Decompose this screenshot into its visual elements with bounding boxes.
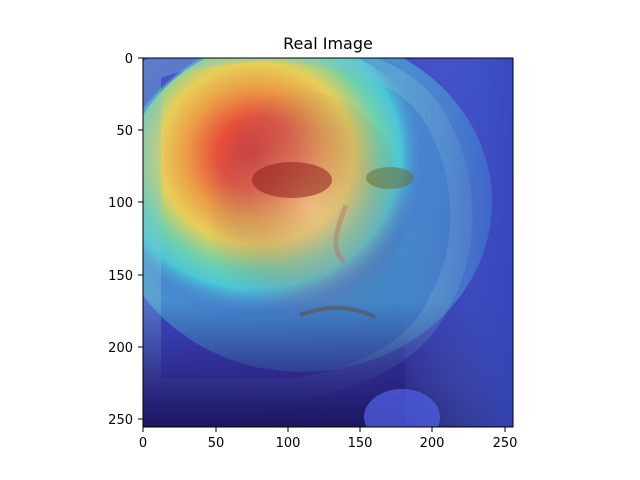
x-tick-label-150: 150	[348, 436, 373, 451]
y-tick-label-250: 250	[108, 413, 133, 428]
y-tick-label-100: 100	[108, 196, 133, 211]
y-tick-label-200: 200	[108, 341, 133, 356]
y-axis: 0 50 100 150 200 250	[108, 52, 143, 428]
x-tick-label-0: 0	[139, 436, 147, 451]
heatmap-image	[143, 58, 513, 427]
x-tick-label-100: 100	[276, 436, 301, 451]
y-tick-label-150: 150	[108, 269, 133, 284]
axes: Real Image 0 50 100 150 200 250 0 50 100	[108, 34, 517, 451]
x-axis: 0 50 100 150 200 250	[139, 427, 518, 451]
y-tick-label-0: 0	[125, 52, 133, 67]
y-tick-label-50: 50	[116, 124, 133, 139]
chart-title: Real Image	[283, 34, 373, 53]
x-tick-label-250: 250	[493, 436, 518, 451]
x-tick-label-50: 50	[208, 436, 225, 451]
x-tick-label-200: 200	[420, 436, 445, 451]
